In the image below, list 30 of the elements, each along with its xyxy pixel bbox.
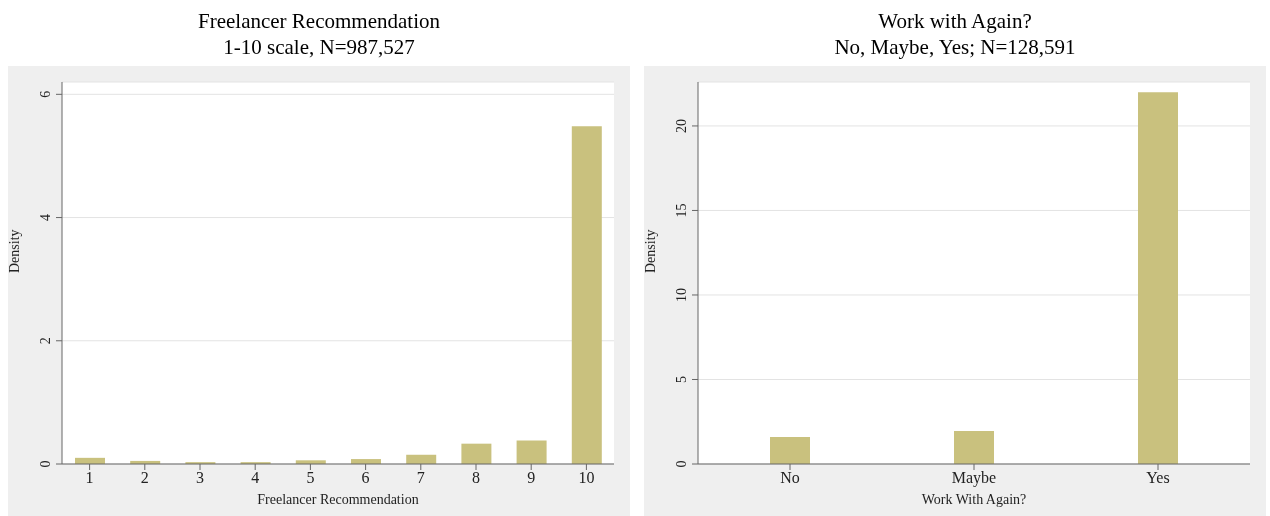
- x-tick-label: Maybe: [951, 469, 997, 488]
- x-tick-label: 9: [527, 469, 536, 487]
- chart-subtitle: 1-10 scale, N=987,527: [222, 34, 416, 60]
- chart-title: Work with Again?: [877, 8, 1033, 34]
- x-axis-title: Freelancer Recommendation: [257, 492, 419, 507]
- y-tick-label: 4: [38, 214, 53, 222]
- y-tick-label: 2: [38, 337, 53, 345]
- y-tick-label: 0: [674, 460, 689, 468]
- x-tick-label: 10: [578, 469, 595, 487]
- y-tick-label: 10: [674, 287, 689, 302]
- chart-subtitle: No, Maybe, Yes; N=128,591: [833, 34, 1077, 60]
- x-tick-label: 6: [361, 469, 370, 487]
- y-axis-title: Density: [6, 229, 22, 273]
- x-tick-label: 2: [140, 469, 149, 487]
- x-tick-label: 3: [196, 469, 204, 487]
- y-tick-label: 20: [674, 118, 689, 133]
- x-tick-label: 8: [472, 469, 480, 487]
- x-tick-label: 7: [416, 469, 425, 487]
- x-tick-label: 1: [85, 469, 94, 487]
- x-tick-label: 5: [306, 469, 315, 487]
- x-tick-label: Yes: [1146, 469, 1170, 487]
- chart-title: Freelancer Recommendation: [197, 8, 441, 34]
- x-tick-label: No: [780, 469, 800, 487]
- y-tick-label: 6: [38, 90, 53, 98]
- y-tick-label: 5: [674, 375, 689, 383]
- y-tick-label: 15: [674, 203, 689, 218]
- x-tick-label: 4: [251, 469, 260, 487]
- x-axis-title: Work With Again?: [921, 492, 1027, 507]
- y-axis-title: Density: [642, 229, 658, 273]
- y-tick-label: 0: [38, 460, 53, 468]
